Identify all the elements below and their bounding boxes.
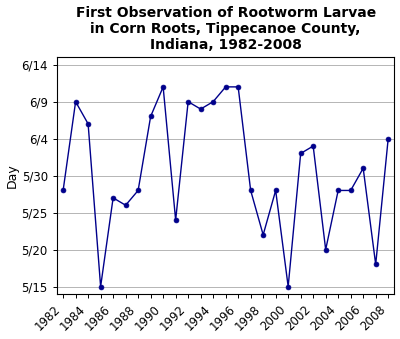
Title: First Observation of Rootworm Larvae
in Corn Roots, Tippecanoe County,
Indiana, : First Observation of Rootworm Larvae in … [76, 5, 376, 52]
Y-axis label: Day: Day [6, 163, 18, 188]
